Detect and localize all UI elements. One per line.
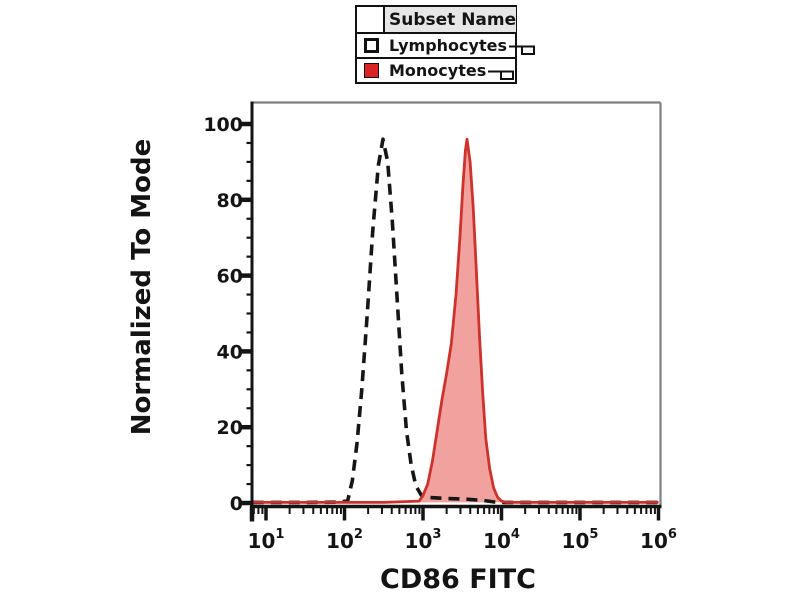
x-tick-label: 106 (640, 527, 677, 553)
y-tick-label: 60 (217, 266, 243, 288)
y-tick-label: 80 (217, 190, 243, 212)
x-axis-title: CD86 FITC (380, 564, 536, 595)
legend-header-row: Subset Name (357, 7, 517, 32)
y-tick-label: 20 (217, 417, 243, 439)
monocytes-swatch-icon (363, 63, 379, 78)
legend-row-lymphocytes: Lymphocytes (357, 32, 535, 57)
gate-staple-icon (488, 70, 515, 80)
legend-header-swatch-cell (357, 7, 385, 32)
monocytes-curve (252, 137, 659, 504)
x-tick-label: 102 (326, 527, 363, 553)
monocytes-label: Monocytes (389, 61, 487, 80)
y-tick-label: 0 (230, 493, 243, 515)
y-tick-label: 100 (203, 114, 243, 136)
x-tick-label: 105 (562, 527, 599, 553)
y-tick-label: 40 (217, 341, 243, 363)
legend-header-label: Subset Name (385, 7, 517, 32)
legend-row-monocytes: Monocytes (357, 57, 515, 82)
gate-staple-icon (508, 45, 535, 55)
x-tick-label: 101 (248, 527, 285, 553)
plot-frame (252, 101, 662, 507)
legend-table: Subset Name Lymphocytes Monocytes (355, 5, 535, 84)
x-tick-label: 103 (405, 527, 442, 553)
lymphocytes-label: Lymphocytes (389, 36, 507, 55)
series-curves (252, 137, 659, 505)
monocytes-area (252, 139, 659, 503)
axes-lines (250, 101, 662, 509)
lymphocytes-swatch-icon (363, 38, 379, 53)
y-axis-ticks: 0 20 40 60 80 100 (203, 114, 252, 515)
x-tick-label: 104 (483, 527, 520, 553)
lymphocytes-curve (252, 137, 659, 505)
x-axis-ticks: 101 102 103 104 105 106 (248, 506, 677, 553)
